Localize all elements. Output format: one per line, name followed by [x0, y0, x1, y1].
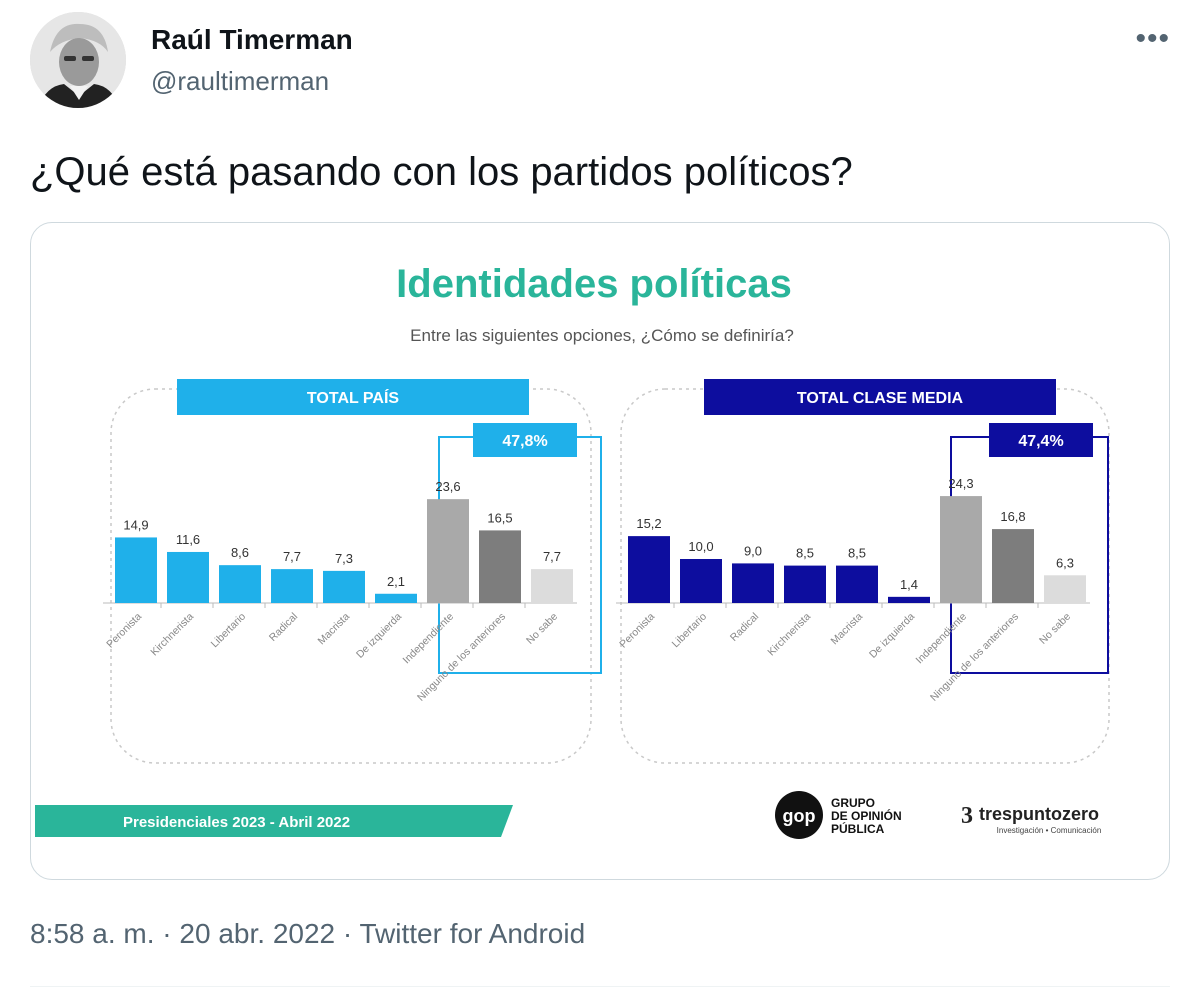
author-handle[interactable]: @raultimerman: [151, 66, 330, 96]
avatar[interactable]: [30, 12, 126, 108]
x-tick-label: De izquierda: [354, 611, 404, 661]
bar-value-label: 14,9: [123, 517, 148, 532]
footer-band: [35, 805, 513, 837]
x-tick-label: Radical: [728, 611, 761, 644]
bar-value-label: 8,5: [848, 546, 866, 561]
bar: [784, 565, 826, 603]
bar: [940, 496, 982, 603]
bar-value-label: 6,3: [1056, 555, 1074, 570]
bar-value-label: 16,8: [1000, 509, 1025, 524]
bar: [1044, 575, 1086, 603]
divider: [30, 986, 1170, 987]
gop-line-1: GRUPO: [831, 796, 875, 810]
x-tick-label: De izquierda: [867, 611, 917, 661]
bar: [375, 593, 417, 603]
bar-value-label: 7,7: [543, 549, 561, 564]
x-tick-label: Ninguno de los anteriores: [415, 611, 508, 704]
footer-band-text: Presidenciales 2023 - Abril 2022: [123, 814, 350, 831]
bar: [427, 499, 469, 603]
panel-frame: [620, 388, 1110, 764]
footer-separator-1: ·: [162, 918, 172, 949]
x-tick-label: Macrista: [316, 611, 353, 648]
tweet-footer: 8:58 a. m. · 20 abr. 2022 · Twitter for …: [30, 918, 585, 950]
x-tick-label: Independiente: [914, 611, 970, 667]
x-tick-label: Libertario: [670, 611, 710, 651]
highlight-label-bg: [473, 423, 577, 457]
highlight-label-bg: [989, 423, 1093, 457]
slide-title: Identidades políticas: [396, 262, 792, 306]
highlight-label: 47,4%: [1018, 433, 1063, 450]
bar-value-label: 11,6: [176, 532, 200, 547]
gop-line-3: PÚBLICA: [831, 821, 885, 836]
bar: [680, 559, 722, 603]
highlight-label: 47,8%: [502, 433, 547, 450]
x-tick-label: Kirchnerista: [765, 611, 813, 659]
slide-graphic: Identidades políticas Entre las siguient…: [35, 262, 1110, 839]
bar-value-label: 8,6: [231, 545, 249, 560]
panel-header-label: TOTAL CLASE MEDIA: [797, 390, 964, 407]
tweet-date[interactable]: 20 abr. 2022: [179, 918, 336, 949]
x-tick-label: Radical: [267, 611, 300, 644]
author-name[interactable]: Raúl Timerman: [151, 24, 353, 55]
tweet-source[interactable]: Twitter for Android: [359, 918, 586, 949]
trespuntozero-mark: 3: [961, 803, 973, 829]
bar-value-label: 1,4: [900, 577, 918, 592]
x-tick-label: Macrista: [829, 611, 866, 648]
gop-line-2: DE OPINIÓN: [831, 808, 902, 823]
bar-value-label: 7,3: [335, 551, 353, 566]
x-tick-label: No sabe: [1037, 611, 1073, 647]
avatar-image: [30, 12, 126, 108]
x-tick-label: Independiente: [401, 611, 457, 667]
bar-value-label: 15,2: [636, 516, 661, 531]
bar: [628, 536, 670, 603]
bar-value-label: 2,1: [387, 574, 405, 589]
gop-logo-mark: gop: [783, 806, 816, 826]
bar-value-label: 16,5: [487, 510, 512, 525]
x-tick-label: Peronista: [617, 611, 657, 651]
tweet-time[interactable]: 8:58 a. m.: [30, 918, 155, 949]
x-tick-label: Ninguno de los anteriores: [928, 611, 1021, 704]
panel-header: [704, 379, 1056, 415]
x-tick-label: Kirchnerista: [148, 611, 196, 659]
bar: [531, 569, 573, 603]
trespuntozero-name: trespuntozero: [979, 804, 1099, 824]
bar: [836, 565, 878, 603]
x-tick-label: Libertario: [209, 611, 249, 651]
bar: [167, 551, 209, 603]
bar: [219, 565, 261, 603]
bar: [271, 569, 313, 603]
bar: [479, 530, 521, 603]
bar-value-label: 10,0: [688, 539, 713, 554]
panel-header-label: TOTAL PAÍS: [307, 388, 399, 407]
slide-subtitle: Entre las siguientes opciones, ¿Cómo se …: [410, 326, 794, 345]
bar-value-label: 8,5: [796, 546, 814, 561]
bar: [115, 537, 157, 603]
bar-value-label: 9,0: [744, 543, 762, 558]
tweet-media-image[interactable]: Identidades políticas Entre las siguient…: [30, 222, 1170, 880]
bar-value-label: 24,3: [948, 476, 973, 491]
bar: [992, 529, 1034, 603]
tweet-text: ¿Qué está pasando con los partidos polít…: [30, 150, 853, 194]
trespuntozero-sub: Investigación • Comunicación: [997, 826, 1102, 835]
panel-total-pais: TOTAL PAÍS47,8%14,9Peronista11,6Kirchner…: [103, 379, 602, 764]
bar-value-label: 7,7: [283, 549, 301, 564]
bar: [323, 570, 365, 603]
trespuntozero-logo: 3 trespuntozero Investigación • Comunica…: [961, 803, 1101, 835]
bar-value-label: 23,6: [435, 479, 460, 494]
footer-separator-2: ·: [342, 918, 353, 949]
x-tick-label: No sabe: [524, 611, 560, 647]
panel-header: [177, 379, 529, 415]
bar: [732, 563, 774, 603]
bar: [888, 596, 930, 603]
panel-clase-media: TOTAL CLASE MEDIA 47,4% 15,2 Peronista 10,0 L…: [616, 379, 1110, 764]
more-icon[interactable]: •••: [1135, 22, 1170, 55]
gop-logo: gop GRUPO DE OPINIÓN PÚBLICA: [775, 791, 902, 839]
